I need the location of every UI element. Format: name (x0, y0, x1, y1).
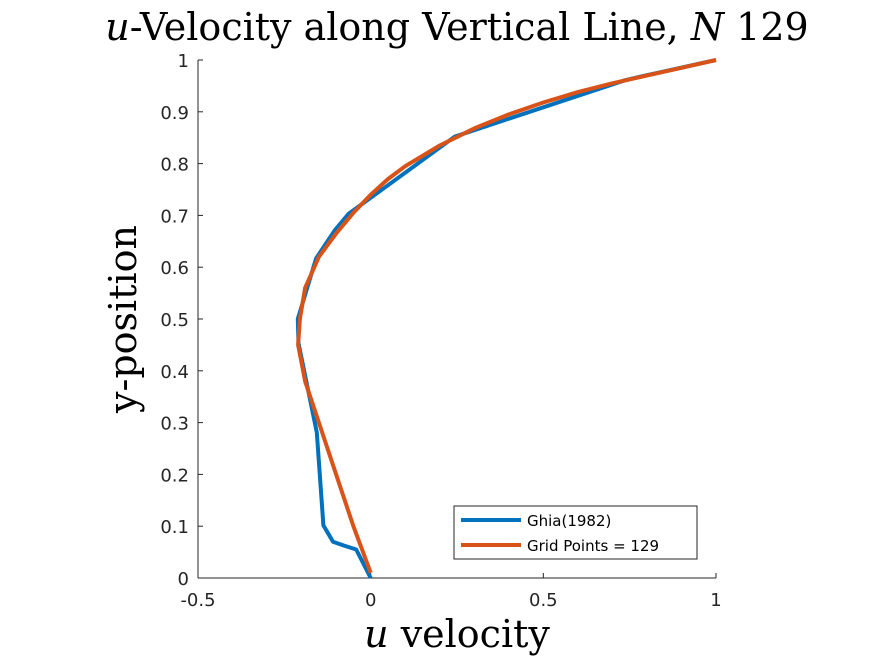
series-lines (295, 58, 717, 579)
y-tick-label: 0.4 (160, 362, 189, 383)
y-tick-label: 1 (178, 51, 189, 72)
x-tick-label: 0 (365, 590, 376, 611)
tick-labels: -0.5 0 0.5 100.10.20.30.40.50.60.70.80.91 (160, 51, 721, 611)
y-tick-label: 0.5 (160, 310, 189, 331)
x-tick-label: 1 (710, 590, 721, 611)
series-line-0 (295, 58, 717, 579)
x-tick-label: -0.5 (180, 590, 215, 611)
title-var: u (105, 5, 129, 49)
y-tick-label: 0 (178, 569, 189, 590)
chart-title: u-Velocity along Vertical Line, N 129 (105, 5, 808, 49)
title-suffix: 129 (724, 5, 809, 49)
y-tick-label: 0.8 (160, 155, 189, 176)
title-middle: -Velocity along Vertical Line, (130, 5, 691, 49)
legend-label-ghia: Ghia(1982) (527, 512, 611, 530)
x-axis-label: u velocity (364, 612, 550, 656)
x-axis-label-rest: velocity (389, 612, 551, 656)
x-tick-label: 0.5 (529, 590, 558, 611)
ticks (197, 59, 717, 579)
series-line-1 (296, 58, 717, 574)
legend: Ghia(1982) Grid Points = 129 (453, 505, 698, 560)
y-tick-label: 0.6 (160, 258, 189, 279)
y-tick-label: 0.7 (160, 206, 189, 227)
y-tick-label: 0.9 (160, 103, 189, 124)
y-tick-label: 0.2 (160, 465, 189, 486)
x-axis-label-var: u (364, 612, 388, 656)
y-axis-label: y-position (101, 225, 145, 414)
legend-label-grid: Grid Points = 129 (527, 537, 659, 555)
y-tick-label: 0.3 (160, 414, 189, 435)
legend-box (453, 505, 698, 560)
title-n: N (690, 5, 726, 49)
y-tick-label: 0.1 (160, 517, 189, 538)
